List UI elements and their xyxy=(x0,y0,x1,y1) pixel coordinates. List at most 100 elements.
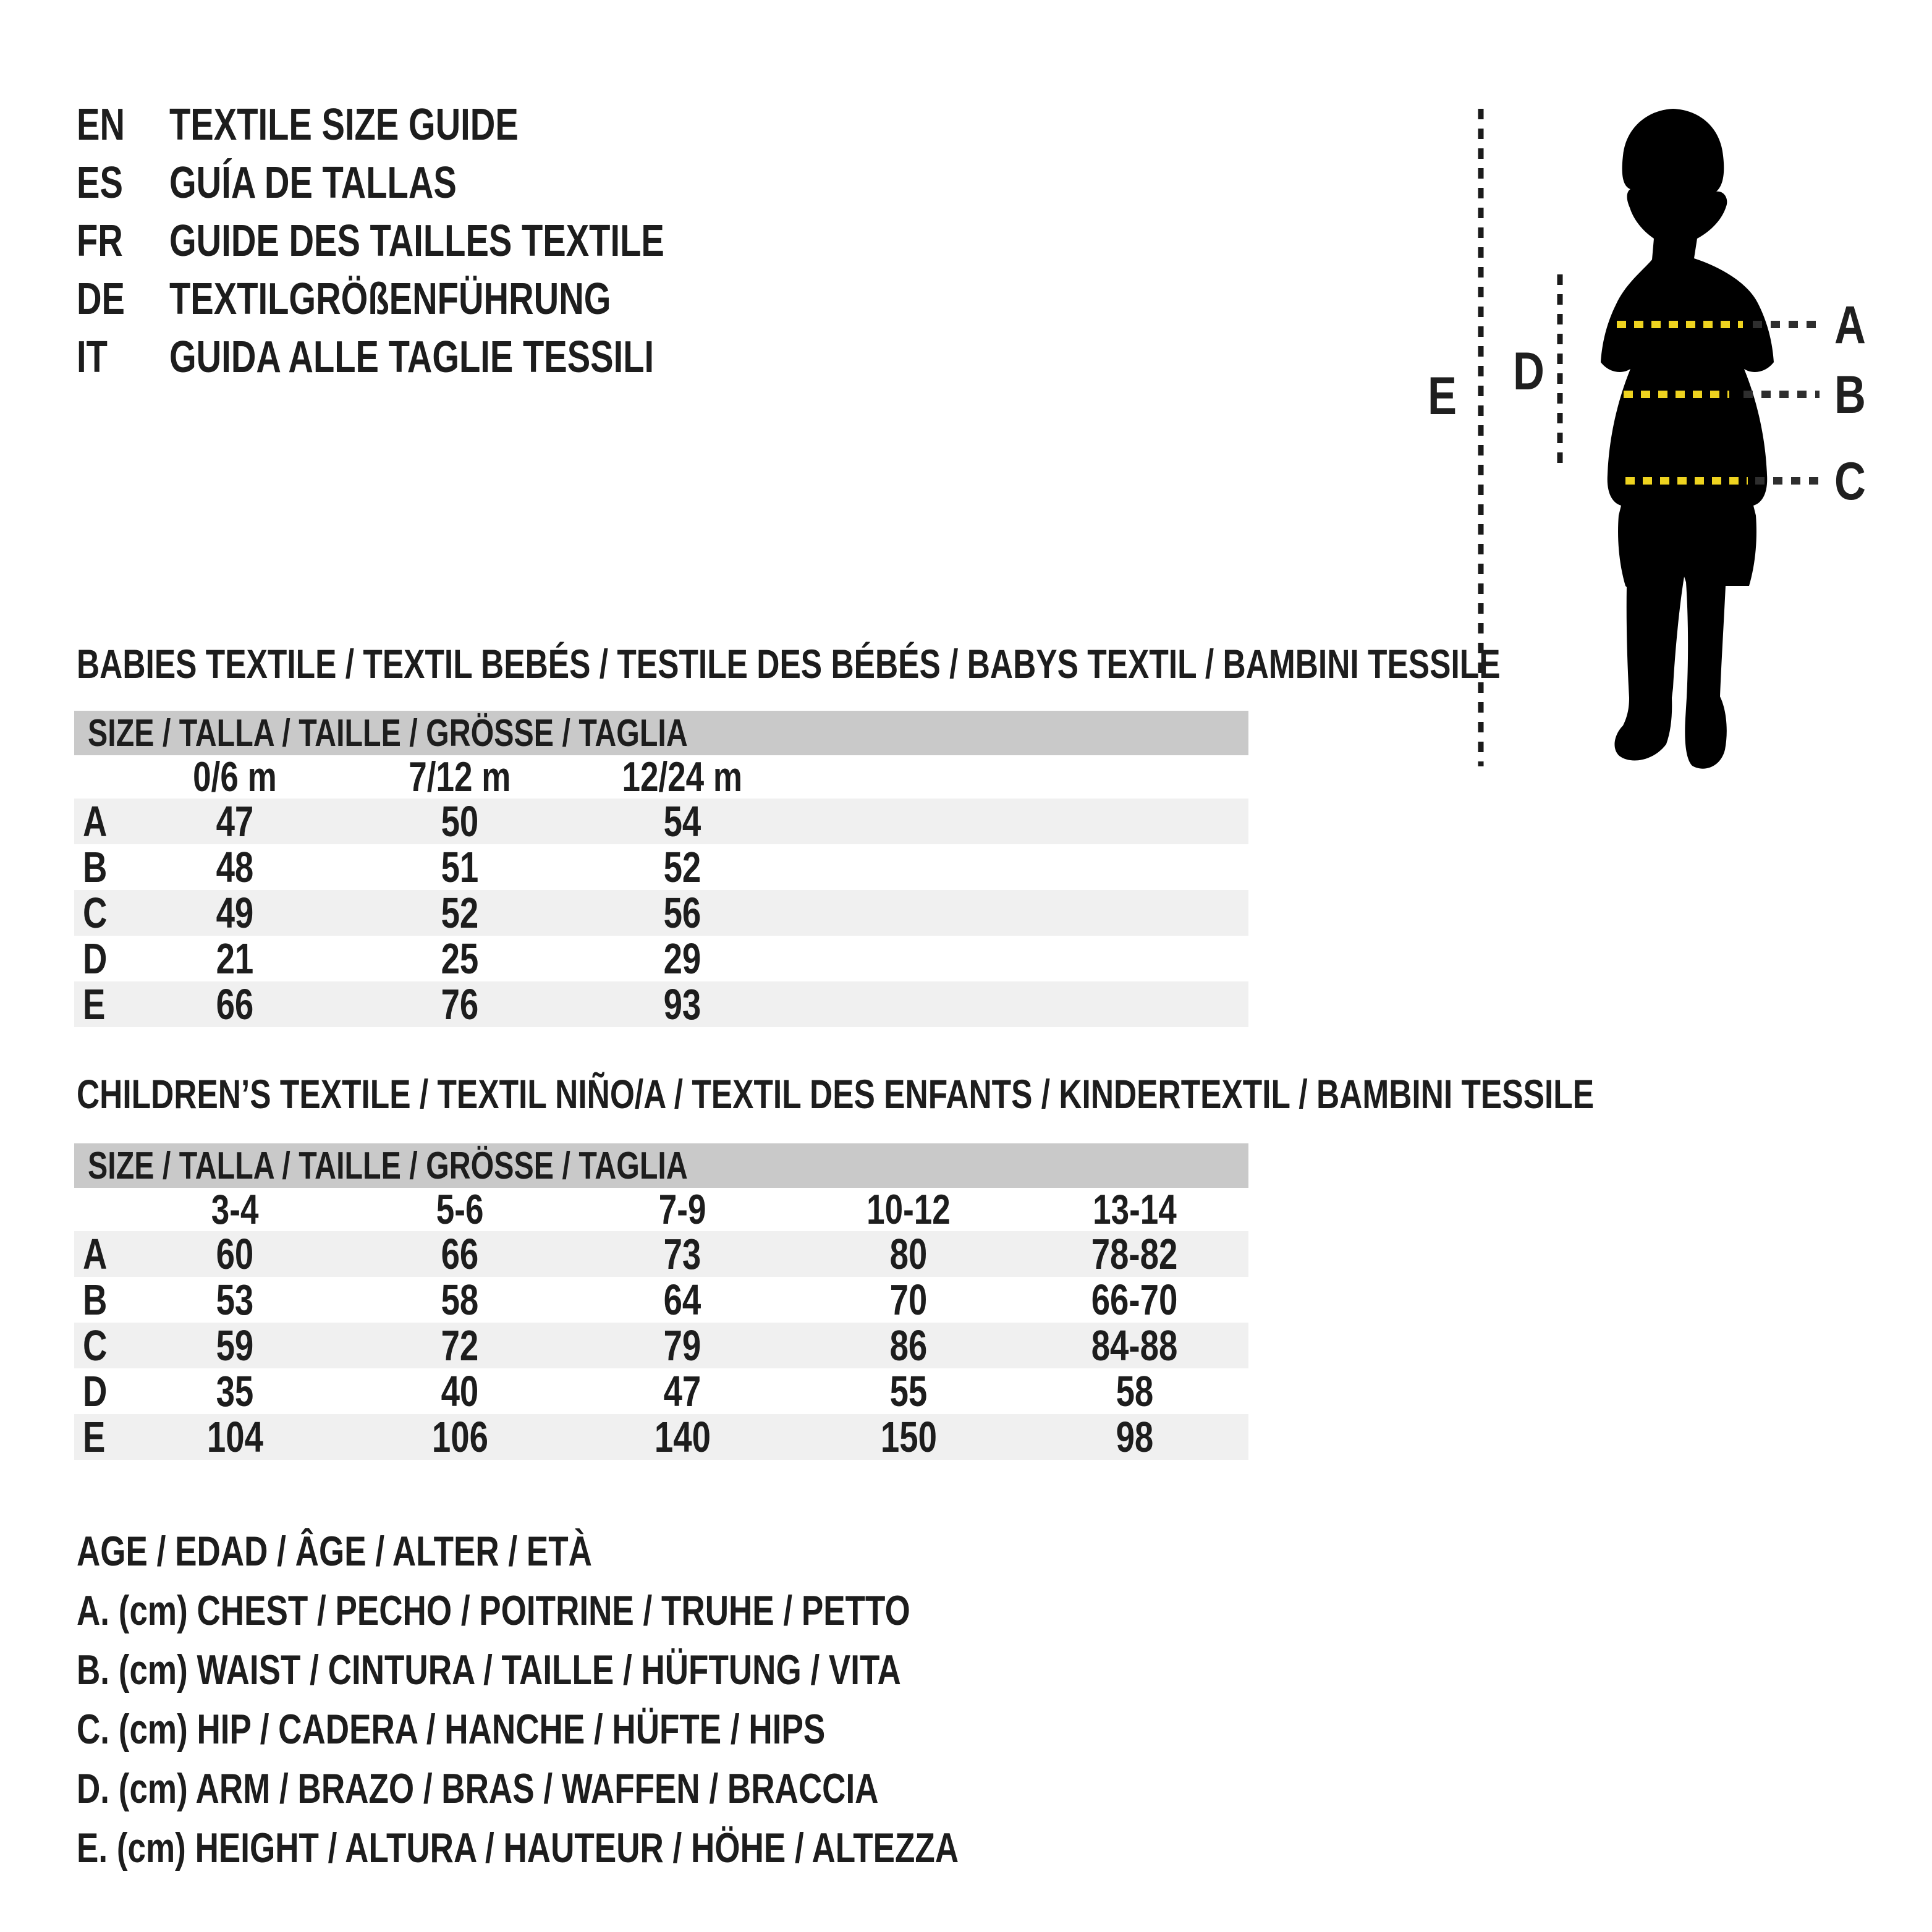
language-title: TEXTILGRÖßENFÜHRUNG xyxy=(169,274,611,324)
size-value: 58 xyxy=(441,1276,479,1324)
size-value: 60 xyxy=(216,1230,254,1278)
size-value: 66 xyxy=(216,980,254,1028)
table-row: B 53 58 64 70 66-70 xyxy=(74,1276,1248,1324)
row-label: B xyxy=(83,843,108,891)
size-value: 84-88 xyxy=(1091,1321,1178,1370)
size-value: 79 xyxy=(663,1321,701,1370)
size-diagram: A B C D E xyxy=(1428,109,1866,769)
size-value: 104 xyxy=(206,1413,263,1461)
size-value: 66 xyxy=(441,1230,479,1278)
column-header: 0/6 m xyxy=(193,753,277,800)
size-value: 50 xyxy=(441,797,479,845)
legend-line: E. (cm) HEIGHT / ALTURA / HAUTEUR / HÖHE… xyxy=(77,1824,959,1871)
size-value: 150 xyxy=(880,1413,937,1461)
column-header: 13-14 xyxy=(1093,1186,1177,1233)
table-row: A 60 66 73 80 78-82 xyxy=(74,1230,1248,1278)
size-value: 40 xyxy=(441,1367,479,1415)
size-value: 58 xyxy=(1116,1367,1154,1415)
size-value: 49 xyxy=(216,889,254,937)
row-label: C xyxy=(83,889,108,937)
table-row: B 48 51 52 xyxy=(74,843,1248,891)
size-value: 70 xyxy=(889,1276,928,1324)
legend-line: AGE / EDAD / ÂGE / ALTER / ETÀ xyxy=(77,1528,592,1575)
size-value: 93 xyxy=(663,980,701,1028)
size-value: 72 xyxy=(441,1321,479,1370)
language-code: EN xyxy=(77,100,125,150)
language-code: DE xyxy=(77,274,125,324)
size-value: 59 xyxy=(216,1321,254,1370)
column-header: 3-4 xyxy=(211,1186,259,1233)
size-value: 54 xyxy=(663,797,701,845)
babies-section-title: BABIES TEXTILE / TEXTIL BEBÉS / TESTILE … xyxy=(77,641,1501,687)
language-title: GUÍA DE TALLAS xyxy=(169,158,457,208)
row-label: B xyxy=(83,1276,108,1324)
babies-size-header-bar: SIZE / TALLA / TAILLE / GRÖSSE / TAGLIA xyxy=(74,711,1248,755)
size-value: 78-82 xyxy=(1091,1230,1178,1278)
column-header: 7-9 xyxy=(658,1186,706,1233)
size-value: 51 xyxy=(441,843,479,891)
row-label: E xyxy=(83,1413,106,1461)
size-value: 98 xyxy=(1116,1413,1154,1461)
row-label: E xyxy=(83,980,106,1028)
row-label: C xyxy=(83,1321,108,1370)
diagram-label-e: E xyxy=(1428,366,1457,425)
size-value: 64 xyxy=(663,1276,701,1324)
language-code: IT xyxy=(77,333,108,382)
size-value: 52 xyxy=(663,843,701,891)
language-title: TEXTILE SIZE GUIDE xyxy=(169,100,519,150)
language-code: ES xyxy=(77,158,123,208)
language-row-fr: FR GUIDE DES TAILLES TEXTILE xyxy=(77,212,804,270)
language-title-list: EN TEXTILE SIZE GUIDE ES GUÍA DE TALLAS … xyxy=(77,96,804,386)
table-row: D 21 25 29 xyxy=(74,934,1248,983)
size-value: 56 xyxy=(663,889,701,937)
size-value: 25 xyxy=(441,934,479,983)
column-header: 12/24 m xyxy=(622,753,743,800)
table-row: E 66 76 93 xyxy=(74,980,1248,1028)
size-value: 66-70 xyxy=(1091,1276,1178,1324)
children-size-header-bar: SIZE / TALLA / TAILLE / GRÖSSE / TAGLIA xyxy=(74,1143,1248,1188)
legend-line: D. (cm) ARM / BRAZO / BRAS / WAFFEN / BR… xyxy=(77,1765,879,1812)
row-label: D xyxy=(83,934,108,983)
column-header: 10-12 xyxy=(866,1186,951,1233)
legend-line: A. (cm) CHEST / PECHO / POITRINE / TRUHE… xyxy=(77,1587,910,1634)
language-title: GUIDA ALLE TAGLIE TESSILI xyxy=(169,333,655,382)
diagram-label-c: C xyxy=(1834,451,1866,511)
table-row: A 47 50 54 xyxy=(74,797,1248,845)
language-row-de: DE TEXTILGRÖßENFÜHRUNG xyxy=(77,270,804,328)
language-row-en: EN TEXTILE SIZE GUIDE xyxy=(77,96,804,154)
size-value: 80 xyxy=(889,1230,928,1278)
babies-column-header-row: 0/6 m 7/12 m 12/24 m xyxy=(74,753,1248,800)
size-value: 86 xyxy=(889,1321,928,1370)
measurement-legend: AGE / EDAD / ÂGE / ALTER / ETÀ A. (cm) C… xyxy=(77,1522,1208,1878)
table-row: C 49 52 56 xyxy=(74,889,1248,937)
legend-line: B. (cm) WAIST / CINTURA / TAILLE / HÜFTU… xyxy=(77,1646,901,1693)
size-value: 106 xyxy=(431,1413,488,1461)
size-value: 21 xyxy=(216,934,254,983)
size-value: 47 xyxy=(663,1367,701,1415)
language-title: GUIDE DES TAILLES TEXTILE xyxy=(169,216,664,266)
column-header: 5-6 xyxy=(436,1186,484,1233)
language-row-it: IT GUIDA ALLE TAGLIE TESSILI xyxy=(77,328,804,386)
size-value: 76 xyxy=(441,980,479,1028)
table-row: E 104 106 140 150 98 xyxy=(74,1413,1248,1461)
size-value: 53 xyxy=(216,1276,254,1324)
size-value: 140 xyxy=(654,1413,711,1461)
language-row-es: ES GUÍA DE TALLAS xyxy=(77,154,804,212)
size-value: 47 xyxy=(216,797,254,845)
size-value: 48 xyxy=(216,843,254,891)
size-value: 55 xyxy=(889,1367,928,1415)
babies-size-table: SIZE / TALLA / TAILLE / GRÖSSE / TAGLIA … xyxy=(74,711,1248,1028)
size-value: 35 xyxy=(216,1367,254,1415)
diagram-label-b: B xyxy=(1834,365,1866,424)
size-value: 52 xyxy=(441,889,479,937)
child-silhouette-icon xyxy=(1601,109,1774,769)
row-label: D xyxy=(83,1367,108,1415)
row-label: A xyxy=(83,797,108,845)
diagram-label-a: A xyxy=(1834,295,1866,354)
row-label: A xyxy=(83,1230,108,1278)
size-value: 73 xyxy=(663,1230,701,1278)
table-row: D 35 40 47 55 58 xyxy=(74,1367,1248,1415)
language-code: FR xyxy=(77,216,123,266)
children-column-header-row: 3-4 5-6 7-9 10-12 13-14 xyxy=(74,1186,1248,1233)
